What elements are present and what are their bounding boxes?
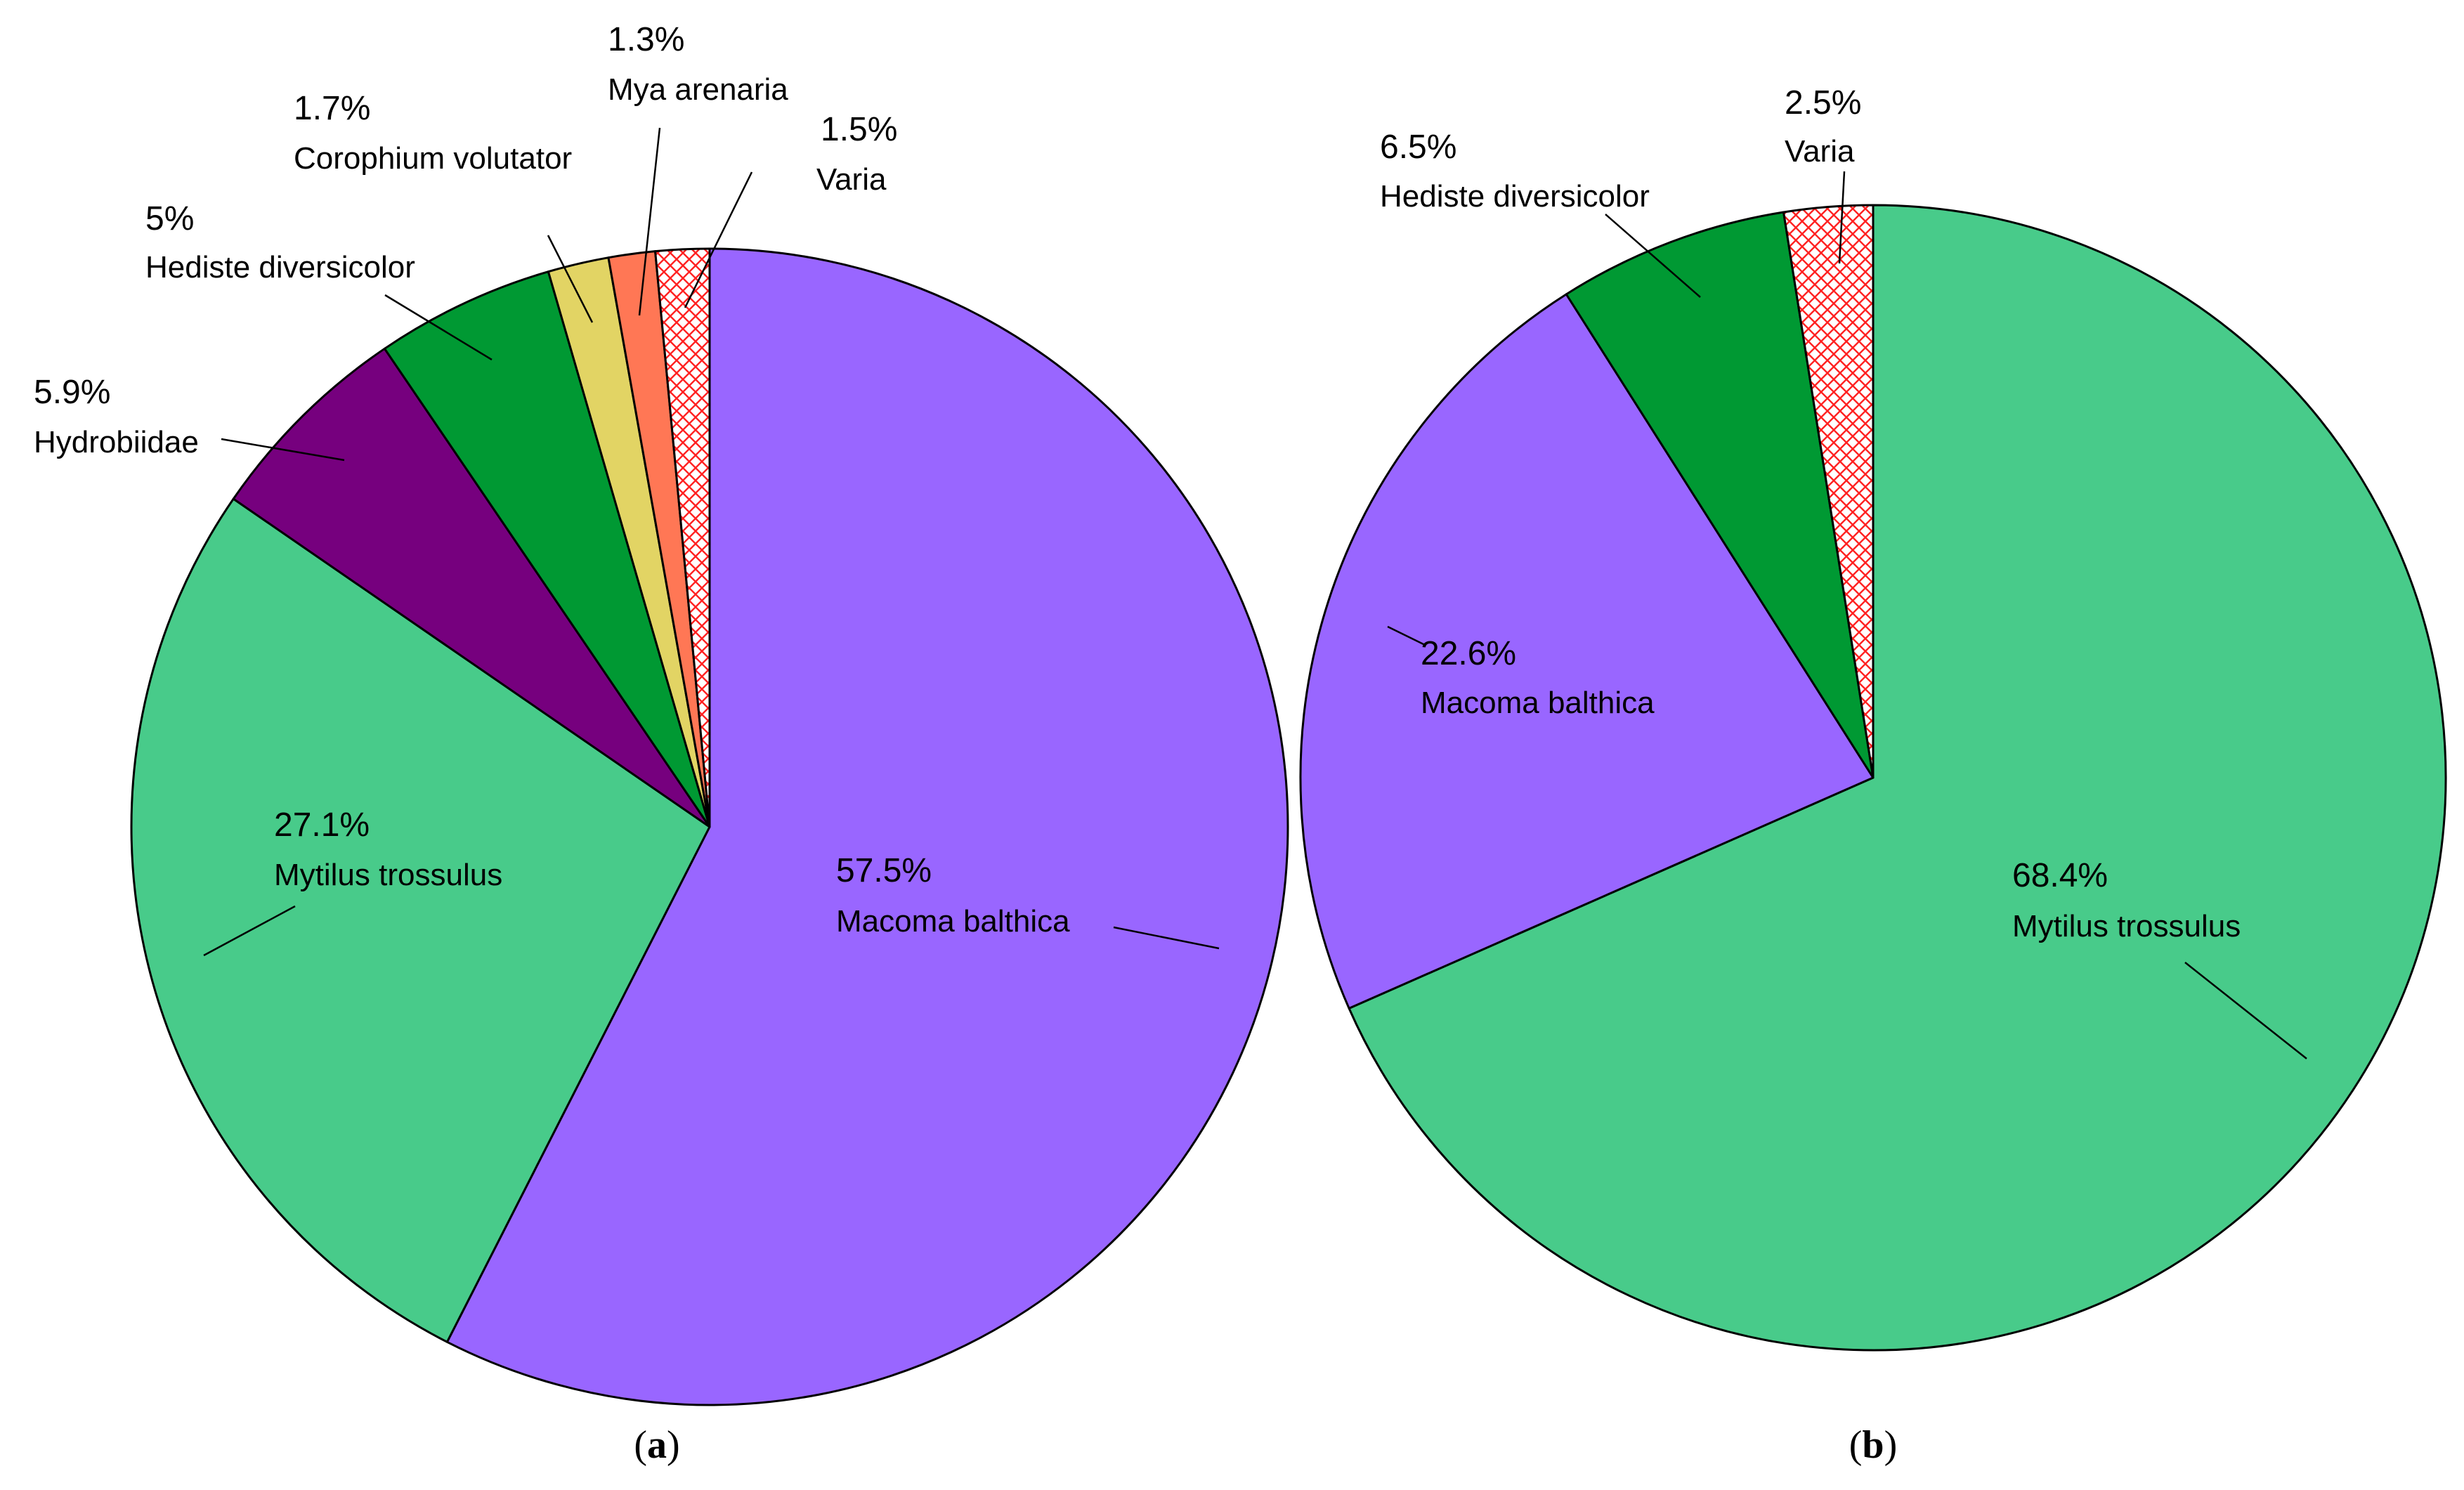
- pie-chart-b: 68.4% Mytilus trossulus 22.6% Macoma bal…: [1299, 84, 2447, 1467]
- slice-b-varia: [1782, 204, 1875, 779]
- leader-line-a-0: [1113, 926, 1220, 950]
- slice-b-3-value: 2.5%: [1785, 84, 1861, 122]
- slice-a-5-value: 1.3%: [608, 21, 684, 58]
- slice-b-1-value: 22.6%: [1421, 635, 1516, 672]
- pie-a-labels: 57.5% Macoma balthica 27.1% Mytilus tros…: [34, 21, 1070, 939]
- slice-a-varia: [654, 247, 711, 828]
- pie-b-slices: [1299, 204, 2447, 1352]
- slice-a-1-name: Mytilus trossulus: [274, 858, 502, 892]
- slice-b-1-name: Macoma balthica: [1421, 686, 1655, 720]
- slice-b-0-name: Mytilus trossulus: [2012, 909, 2241, 943]
- slice-a-macoma-balthica: [445, 247, 1289, 1406]
- panel-label-b: (b): [1849, 1423, 1897, 1467]
- slice-b-mytilus-trossulus: [1348, 204, 2447, 1352]
- leader-line-a-3: [384, 294, 493, 361]
- leader-line-b-2: [1605, 214, 1701, 298]
- slice-b-2-name: Hediste diversicolor: [1380, 179, 1650, 214]
- slice-a-4-value: 1.7%: [294, 90, 370, 127]
- slice-a-3-name: Hediste diversicolor: [145, 250, 415, 285]
- pie-b-labels: 68.4% Mytilus trossulus 22.6% Macoma bal…: [1380, 84, 2241, 943]
- slice-b-hediste-diversicolor: [1565, 211, 1875, 779]
- slice-a-5-name: Mya arenaria: [608, 72, 788, 107]
- slice-a-1-value: 27.1%: [274, 806, 370, 844]
- panel-letter-b: b: [1862, 1423, 1884, 1467]
- slice-b-0-value: 68.4%: [2012, 857, 2108, 894]
- panel-label-a: (a): [634, 1423, 679, 1467]
- leader-line-a-4: [547, 235, 594, 323]
- leader-line-a-6: [684, 171, 753, 308]
- leader-line-b-3: [1838, 171, 1846, 264]
- slice-a-2-name: Hydrobiidae: [34, 425, 199, 459]
- leader-line-a-1: [203, 905, 296, 957]
- slice-a-2-value: 5.9%: [34, 374, 110, 411]
- slice-a-6-value: 1.5%: [821, 111, 897, 148]
- pie-chart-a: 57.5% Macoma balthica 27.1% Mytilus tros…: [34, 21, 1289, 1467]
- slice-a-4-name: Corophium volutator: [294, 141, 572, 176]
- pie-b-leader-lines: [1387, 171, 2307, 1059]
- slice-a-3-value: 5%: [145, 200, 194, 237]
- slice-b-3-name: Varia: [1785, 134, 1855, 169]
- slice-a-hydrobiidae: [232, 347, 711, 828]
- slice-a-6-name: Varia: [816, 162, 887, 197]
- slice-b-macoma-balthica: [1299, 293, 1875, 1009]
- slice-a-0-value: 57.5%: [836, 852, 932, 889]
- leader-line-a-2: [221, 438, 345, 462]
- slice-a-0-name: Macoma balthica: [836, 904, 1070, 939]
- leader-line-b-1: [1387, 625, 1426, 646]
- slice-b-2-value: 6.5%: [1380, 129, 1456, 166]
- slice-a-mytilus-trossulus: [130, 497, 711, 1343]
- slice-a-hediste-diversicolor: [383, 270, 711, 828]
- leader-line-a-5: [638, 127, 661, 316]
- pie-a-slices: [130, 247, 1289, 1406]
- leader-line-b-0: [2184, 962, 2307, 1059]
- panel-letter-a: a: [647, 1423, 667, 1467]
- pie-a-leader-lines: [203, 127, 1220, 957]
